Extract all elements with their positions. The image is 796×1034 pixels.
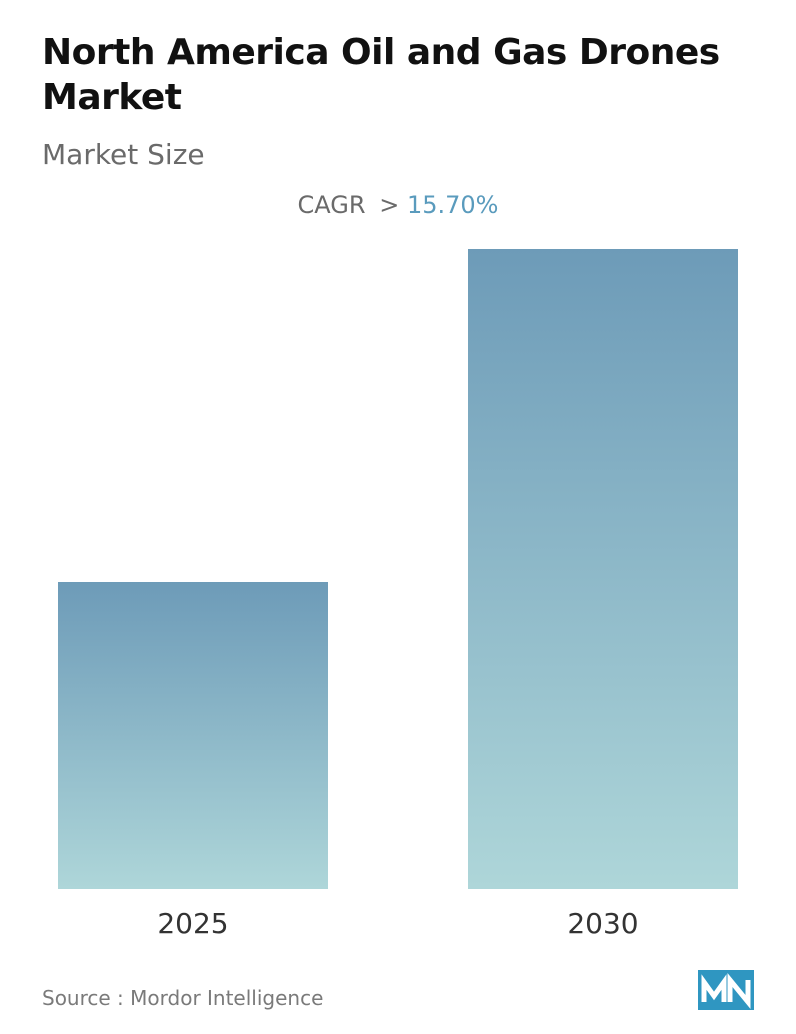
chart-container: North America Oil and Gas Drones Market … [0, 0, 796, 1034]
bar-label: 2025 [157, 907, 228, 940]
bar-chart: 2025 2030 [42, 249, 754, 940]
bar [468, 249, 738, 889]
bar-column: 2030 [468, 249, 738, 940]
cagr-row: CAGR > 15.70% [42, 191, 754, 219]
page-subtitle: Market Size [42, 138, 754, 171]
mordor-logo-icon [698, 970, 754, 1010]
cagr-value: 15.70% [407, 191, 499, 219]
bar [58, 582, 328, 889]
source-text: Source : Mordor Intelligence [42, 986, 323, 1010]
cagr-label: CAGR [298, 191, 366, 219]
bar-label: 2030 [567, 907, 638, 940]
bar-column: 2025 [58, 582, 328, 940]
footer: Source : Mordor Intelligence [42, 970, 754, 1016]
cagr-symbol: > [379, 191, 399, 219]
page-title: North America Oil and Gas Drones Market [42, 30, 754, 120]
